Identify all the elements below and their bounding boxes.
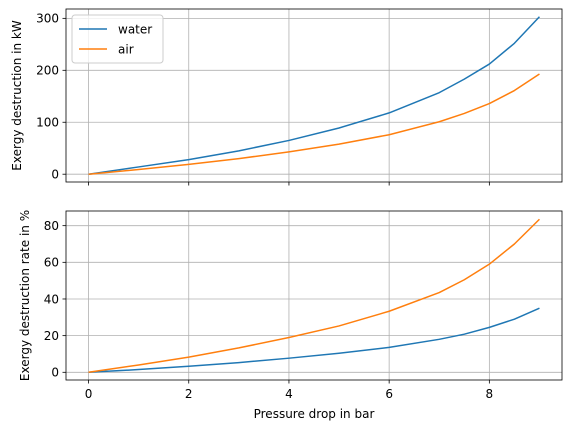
top-panel: 0 100 200 300 Exergy destruction in kW wate… <box>10 8 563 186</box>
y-tick-label: 0 <box>51 366 59 380</box>
y-tick-label: 40 <box>44 292 59 306</box>
y-tick-label: 100 <box>36 116 59 130</box>
y-tick-label: 300 <box>36 12 59 26</box>
series-line-air <box>88 218 540 374</box>
bottom-grid <box>66 211 562 380</box>
top-y-axis-label: Exergy destruction in kW <box>10 20 24 171</box>
y-tick-label: 80 <box>44 219 59 233</box>
x-tick-label: 6 <box>385 387 393 401</box>
legend: water air <box>71 14 164 64</box>
y-tick-label: 200 <box>36 64 59 78</box>
y-tick-label: 0 <box>51 168 59 182</box>
x-tick-label: 2 <box>185 387 193 401</box>
bottom-plot-frame <box>65 210 563 381</box>
series-line-air <box>88 73 540 175</box>
bottom-y-axis-label: Exergy destruction rate in % <box>18 210 32 381</box>
legend-box <box>71 14 164 64</box>
x-tick-label: 0 <box>85 387 93 401</box>
y-tick-label: 20 <box>44 329 59 343</box>
bottom-series <box>88 218 540 374</box>
series-line-water <box>88 16 540 175</box>
y-tick-label: 60 <box>44 256 59 270</box>
bottom-plot-area <box>66 211 562 380</box>
top-plot-frame <box>65 8 563 183</box>
legend-label-water: water <box>118 23 152 37</box>
top-series <box>88 16 540 175</box>
series-line-water <box>88 307 540 374</box>
top-ticks: 0 100 200 300 <box>36 12 490 186</box>
legend-label-air: air <box>118 43 134 57</box>
x-axis-label: Pressure drop in bar <box>254 407 375 421</box>
x-tick-label: 8 <box>486 387 494 401</box>
x-tick-label: 4 <box>285 387 293 401</box>
